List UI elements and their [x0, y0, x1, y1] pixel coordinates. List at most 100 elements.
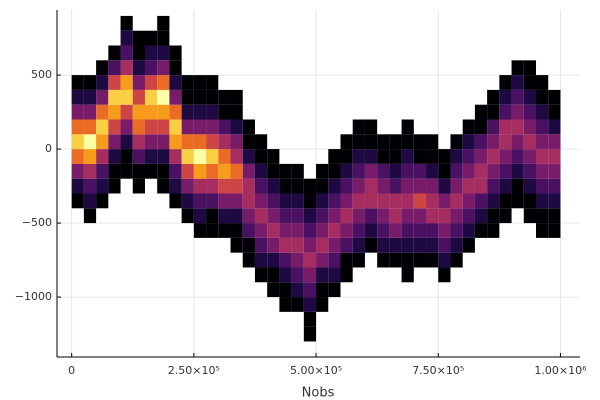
x-tick-label: 5.00×10⁵	[290, 364, 342, 377]
heatmap-cell	[303, 267, 317, 283]
heatmap-cell	[352, 208, 365, 224]
heatmap-cell	[499, 134, 512, 150]
heatmap-cell	[352, 163, 365, 179]
heatmap-cell	[181, 178, 194, 194]
heatmap-cell	[120, 60, 133, 76]
heatmap-cell	[279, 282, 292, 298]
heatmap-cell	[377, 208, 390, 224]
heatmap-cell	[254, 193, 268, 209]
heatmap-cell	[71, 119, 84, 135]
heatmap-cell	[328, 282, 341, 298]
heatmap-cell	[193, 163, 207, 179]
heatmap-cell	[438, 193, 451, 209]
heatmap-cell	[157, 75, 170, 90]
heatmap-cell	[157, 89, 170, 105]
heatmap-cell	[169, 60, 182, 76]
heatmap-cell	[267, 149, 280, 164]
heatmap-cell	[340, 223, 353, 238]
heatmap-cell	[352, 149, 365, 164]
heatmap-cell	[523, 149, 537, 164]
heatmap-cell	[96, 60, 109, 76]
heatmap-cell	[328, 149, 341, 164]
heatmap-cell	[181, 119, 194, 135]
heatmap-cell	[279, 208, 292, 224]
heatmap-cell	[230, 237, 243, 253]
heatmap-cell	[364, 208, 378, 224]
heatmap-cell	[83, 178, 97, 194]
heatmap-cell	[523, 178, 537, 194]
heatmap-cell	[523, 119, 537, 135]
heatmap-cell	[536, 89, 549, 105]
x-tick-label: 2.50×10⁵	[168, 364, 220, 377]
heatmap-cell	[132, 119, 145, 135]
heatmap-cell	[120, 15, 133, 31]
heatmap-cell	[144, 134, 158, 150]
heatmap-cell	[389, 223, 402, 238]
heatmap-cell	[499, 119, 512, 135]
heatmap-cell	[120, 134, 133, 150]
heatmap-cell	[169, 178, 182, 194]
heatmap-cell	[230, 149, 243, 164]
heatmap-cell	[487, 134, 500, 150]
heatmap-cell	[499, 89, 512, 105]
heatmap-cell	[120, 45, 133, 61]
heatmap-cell	[230, 178, 243, 194]
heatmap-cell	[267, 237, 280, 253]
heatmap-cell	[132, 60, 145, 76]
heatmap-cell	[83, 208, 97, 224]
heatmap-cell	[108, 45, 121, 61]
heatmap-cell	[462, 149, 475, 164]
heatmap-cell	[83, 149, 97, 164]
heatmap-cell	[438, 208, 451, 224]
heatmap-cell	[242, 252, 255, 268]
heatmap-cell	[536, 75, 549, 90]
heatmap-cell	[426, 252, 439, 268]
heatmap-cell	[303, 282, 317, 298]
heatmap-cell	[536, 178, 549, 194]
heatmap-cell	[413, 149, 427, 164]
heatmap-cell	[279, 267, 292, 283]
x-tick-label: 0	[68, 364, 75, 377]
heatmap-cell	[157, 104, 170, 120]
heatmap-cell	[438, 267, 451, 283]
heatmap-cell	[157, 134, 170, 150]
heatmap-cell	[242, 134, 255, 150]
heatmap-cell	[144, 119, 158, 135]
heatmap-cell	[474, 193, 488, 209]
heatmap-cell	[413, 237, 427, 253]
heatmap-cell	[352, 193, 365, 209]
heatmap-cell	[536, 149, 549, 164]
heatmap-cell	[426, 208, 439, 224]
heatmap-cell	[144, 104, 158, 120]
heatmap-cell	[108, 134, 121, 150]
heatmap-cell	[499, 104, 512, 120]
heatmap-cell	[303, 223, 317, 238]
heatmap-cell	[193, 119, 207, 135]
heatmap-cell	[132, 104, 145, 120]
heatmap-cell	[267, 208, 280, 224]
heatmap-cell	[144, 45, 158, 61]
heatmap-cell	[181, 89, 194, 105]
heatmap-cell	[303, 326, 317, 342]
heatmap-cell	[450, 223, 463, 238]
heatmap-cell	[120, 104, 133, 120]
heatmap-cell	[218, 163, 231, 179]
heatmap-cell	[364, 163, 378, 179]
heatmap-cell	[181, 149, 194, 164]
heatmap-cell	[120, 75, 133, 90]
heatmap-cell	[71, 134, 84, 150]
heatmap-cell	[96, 134, 109, 150]
heatmap-cell	[96, 104, 109, 120]
heatmap-cell	[193, 89, 207, 105]
heatmap-cell	[438, 149, 451, 164]
heatmap-cell	[242, 163, 255, 179]
heatmap-cell	[267, 252, 280, 268]
heatmap-cell	[474, 178, 488, 194]
heatmap-cell	[340, 237, 353, 253]
heatmap-cell	[377, 223, 390, 238]
heatmap-cell	[157, 163, 170, 179]
heatmap-cell	[536, 193, 549, 209]
heatmap-cell	[254, 237, 268, 253]
heatmap-cell	[193, 193, 207, 209]
